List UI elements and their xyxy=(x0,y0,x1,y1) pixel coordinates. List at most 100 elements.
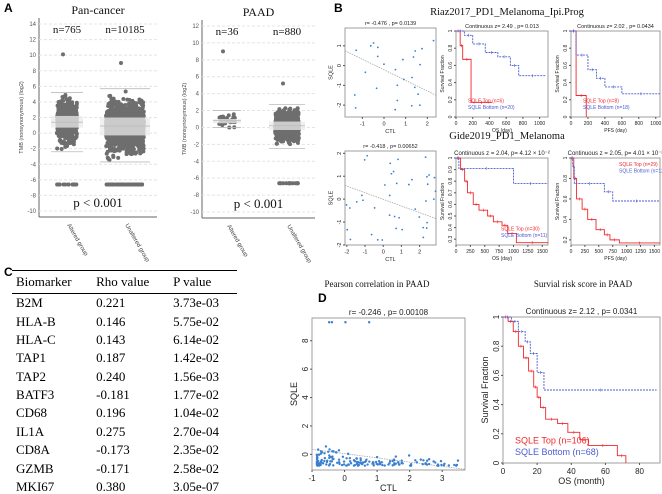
x-axis-label: OS (day) xyxy=(492,256,512,262)
plot-subtitle: Continuous z= 2.02 , p= 0.0434 xyxy=(577,24,654,30)
data-point xyxy=(139,134,144,139)
y-tick-label: 12 xyxy=(192,24,199,30)
data-point xyxy=(70,134,75,139)
scatter-point xyxy=(377,459,381,463)
cohort-title: Gide2019_PD1_Melanoma xyxy=(449,131,565,142)
x-tick-label: 400 xyxy=(601,121,610,127)
scatter-point xyxy=(439,459,443,463)
scatter-point xyxy=(428,174,430,176)
y-tick-label: 10 xyxy=(29,53,36,59)
scatter-point xyxy=(392,170,395,173)
km-legend-top: SQLE Top (n=8) xyxy=(583,99,619,105)
km-curve-bottom xyxy=(456,30,547,77)
data-point xyxy=(287,140,292,145)
scatter-point xyxy=(323,459,326,463)
scatter-point xyxy=(411,178,413,181)
data-point xyxy=(57,138,62,143)
scatter-point xyxy=(364,71,367,74)
header-p: P value xyxy=(169,270,237,294)
biomarker-table: Biomarker Rho value P value B2M 0.221 3.73… xyxy=(12,270,237,494)
km-legend-bottom: SQLE Bottom (n=11) xyxy=(501,233,548,239)
data-point xyxy=(109,108,114,113)
x-tick-label: 1500 xyxy=(649,249,660,255)
data-point xyxy=(55,130,60,135)
data-point xyxy=(290,130,295,135)
y-tick-label: 12 xyxy=(29,38,36,44)
cell-p: 6.14e-02 xyxy=(173,331,219,347)
x-tick-label: 600 xyxy=(502,121,511,127)
data-point xyxy=(63,135,68,140)
scatter-point xyxy=(316,448,320,451)
scatter-point xyxy=(342,460,346,463)
scatter-point xyxy=(374,460,378,464)
scatter-point xyxy=(340,463,344,467)
x-tick-label: 250 xyxy=(581,249,590,255)
scatter-point xyxy=(327,464,331,467)
data-point xyxy=(71,130,76,135)
y-axis-label: Survival Fraction xyxy=(440,183,446,220)
scatter-point xyxy=(349,238,352,241)
scatter-point xyxy=(375,87,378,90)
data-point xyxy=(226,113,231,118)
y-tick-label: 0.6 xyxy=(448,62,454,69)
y-tick-label: 0.4 xyxy=(492,398,501,410)
data-point xyxy=(62,104,67,109)
x-tick-label: 500 xyxy=(595,249,604,255)
scatter-point xyxy=(346,452,350,456)
km-legend-top: SQLE Top (n=106) xyxy=(515,435,590,445)
scatter-point xyxy=(388,460,392,463)
data-point xyxy=(138,141,143,146)
km-curve-top xyxy=(456,30,492,103)
scatter-point xyxy=(392,458,396,461)
y-tick-label: -2 xyxy=(337,243,343,248)
data-point xyxy=(273,112,278,117)
data-point xyxy=(134,150,139,155)
data-point xyxy=(111,148,116,153)
x-tick-label: 40 xyxy=(567,467,576,476)
x-tick-label: Altered group xyxy=(65,223,89,258)
y-tick-label: -6 xyxy=(194,176,200,182)
table-row: HLA-B 0.146 5.75e-02 xyxy=(12,312,237,330)
scatter-point xyxy=(433,176,436,179)
y-tick-label: -4 xyxy=(194,159,200,165)
x-tick-label: 200 xyxy=(469,121,478,127)
header-biomarker: Biomarker xyxy=(12,270,93,294)
plot-title: Pan-cancer xyxy=(71,3,124,17)
scatter-point xyxy=(395,227,398,230)
y-tick-label: 8 xyxy=(33,69,37,75)
scatter-point xyxy=(412,56,415,58)
scatter-point xyxy=(394,108,397,111)
data-point xyxy=(284,181,289,186)
data-point xyxy=(104,151,109,156)
data-point xyxy=(104,144,109,149)
scatter-point xyxy=(447,464,451,467)
y-tick-label: 0.2 xyxy=(492,428,501,440)
x-tick-label: 0 xyxy=(570,121,573,127)
scatter-point xyxy=(397,463,401,466)
scatter-point xyxy=(319,460,323,463)
km-legend-bottom: SQLE Bottom (n=18) xyxy=(583,105,630,111)
x-tick-label: 0 xyxy=(455,121,458,127)
x-axis-label: PFS (day) xyxy=(604,256,627,262)
scatter-point xyxy=(421,47,423,50)
y-axis-label: Survival Fraction xyxy=(555,55,561,92)
scatter-point xyxy=(414,50,417,52)
y-tick-label: -1 xyxy=(337,83,343,88)
y-tick-label: 0.3 xyxy=(448,236,454,243)
data-point xyxy=(72,111,77,116)
sample-count: n=880 xyxy=(273,26,302,38)
scatter-point xyxy=(321,462,325,465)
km-curve-top xyxy=(503,316,627,463)
plot-subtitle: r= -0.476 , p= 0.0139 xyxy=(365,21,416,27)
scatter-point xyxy=(323,452,326,455)
x-tick-label: 1250 xyxy=(522,249,533,255)
cell-p: 5.75e-02 xyxy=(173,313,219,329)
data-point xyxy=(59,146,64,151)
scatter-point xyxy=(390,172,393,175)
cell-p: 3.05e-07 xyxy=(169,477,237,494)
scatter-point xyxy=(426,175,428,178)
scatter-point xyxy=(376,55,379,58)
x-tick-label: 500 xyxy=(481,249,490,255)
scatter-point xyxy=(436,463,440,466)
y-tick-label: -8 xyxy=(194,193,200,199)
